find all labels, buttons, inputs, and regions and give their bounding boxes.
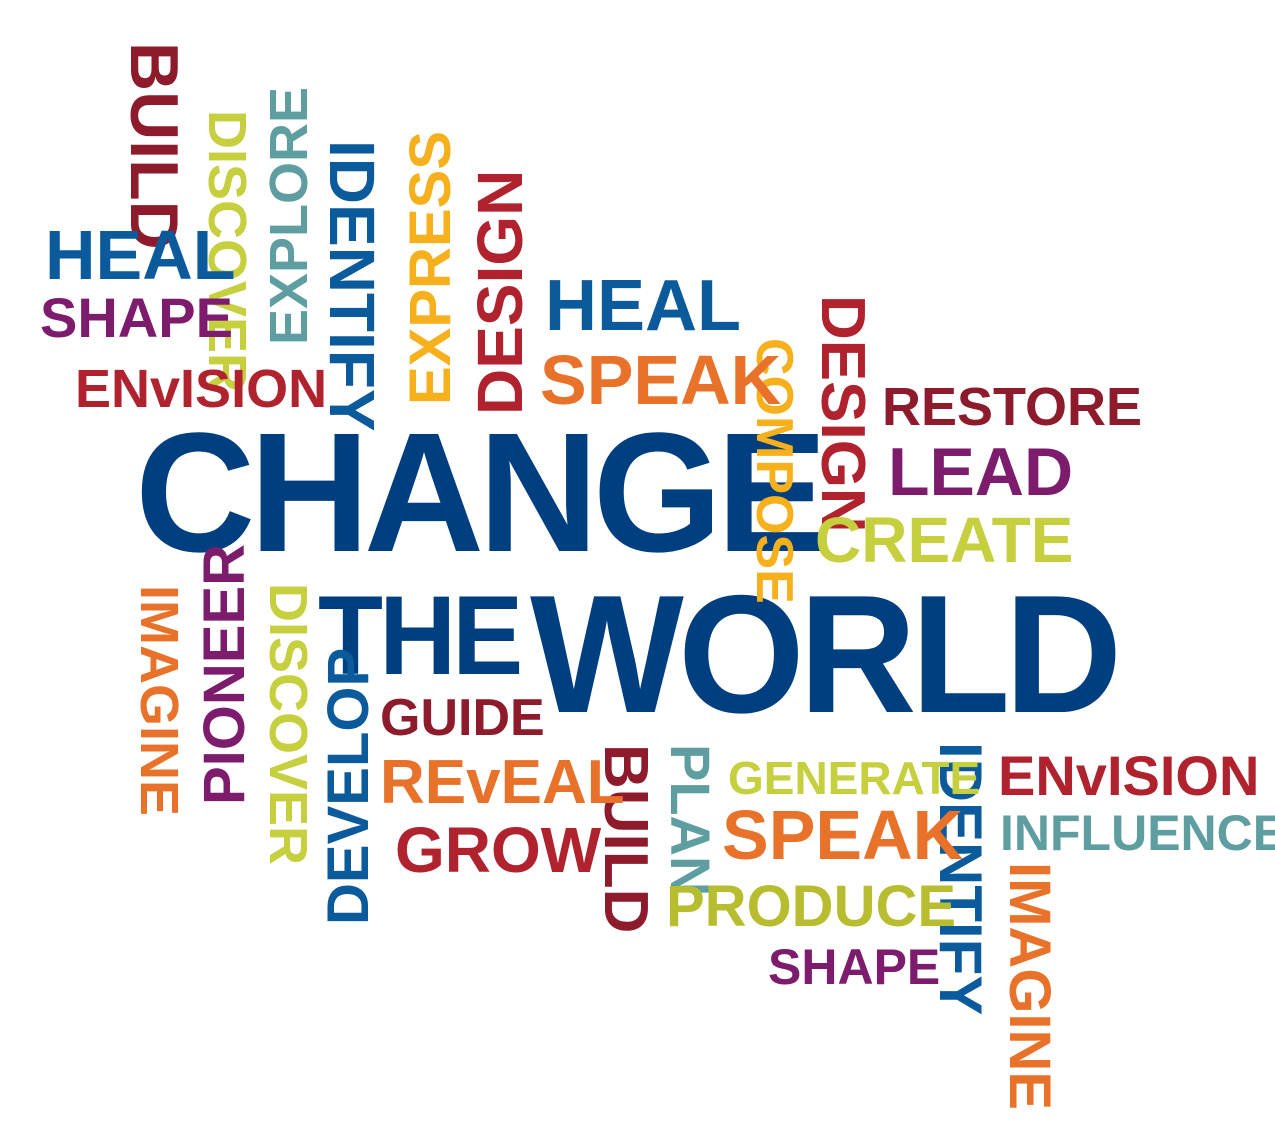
word-create: CREATE bbox=[815, 508, 1073, 572]
word-heal-left: HEAL bbox=[45, 220, 236, 290]
word-imagine-left: IMAGINE bbox=[132, 585, 186, 816]
word-discover-bottom: DISCOVER bbox=[261, 583, 315, 865]
word-heal-mid: HEAL bbox=[545, 270, 741, 342]
word-restore: RESTORE bbox=[882, 380, 1142, 434]
word-imagine-right: IMAGINE bbox=[1000, 862, 1058, 1110]
word-guide: GUIDE bbox=[380, 692, 545, 744]
word-design-right: DESIGN bbox=[811, 295, 873, 533]
word-grow: GROW bbox=[395, 818, 601, 882]
word-shape-left: SHAPE bbox=[40, 290, 233, 346]
word-generate: GENERATE bbox=[728, 755, 980, 801]
word-influence: INFLUENCE bbox=[1000, 808, 1275, 858]
word-envision-left: ENvISION bbox=[75, 362, 327, 416]
word-identify-top: IDENTIFY bbox=[320, 140, 384, 432]
word-produce: PRODUCE bbox=[666, 878, 956, 936]
word-explore: EXPLORE bbox=[262, 87, 316, 345]
word-reveal: REvEAL bbox=[380, 752, 625, 814]
word-lead: LEAD bbox=[888, 438, 1073, 506]
word-design-top: DESIGN bbox=[468, 170, 532, 415]
word-envision-right: ENvISION bbox=[998, 748, 1259, 804]
word-speak-top: SPEAK bbox=[540, 345, 781, 415]
word-world: WORLD bbox=[530, 570, 1116, 738]
word-pioneer: PIONEER bbox=[196, 544, 254, 805]
word-speak-bottom: SPEAK bbox=[722, 800, 963, 870]
word-develop: DEVELOP bbox=[320, 648, 378, 925]
word-express: EXPRESS bbox=[402, 131, 460, 405]
word-shape-bottom: SHAPE bbox=[768, 942, 940, 992]
